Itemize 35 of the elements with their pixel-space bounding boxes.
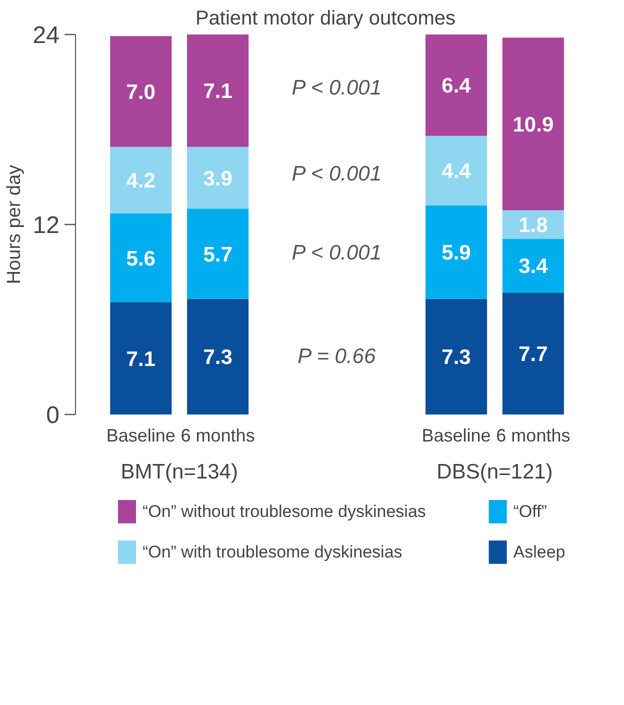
y-tick-label: 24: [32, 22, 60, 49]
legend-label: Asleep: [513, 542, 566, 562]
legend-label: “On” without troublesome dyskinesias: [142, 502, 426, 522]
data-label: 3.4: [518, 255, 548, 278]
annotation: P < 0.001: [292, 242, 382, 264]
text: DBS(n=121): [436, 460, 553, 484]
data-label: 7.3: [442, 346, 471, 370]
data-label: 5.6: [126, 247, 156, 270]
y-tick-label: 12: [32, 212, 60, 239]
data-label: 5.9: [442, 242, 471, 265]
data-label: 4.2: [126, 170, 156, 193]
data-label: 7.1: [203, 80, 233, 104]
x-tick-label: 6 months: [496, 426, 570, 446]
y-tick-label: 0: [46, 402, 60, 429]
data-label: 7.1: [126, 348, 156, 371]
x-tick-label: Baseline: [422, 426, 491, 446]
chart-title: Patient motor diary outcomes: [195, 8, 456, 30]
data-label: 3.9: [203, 167, 232, 190]
x-tick-label: Baseline: [106, 426, 176, 446]
legend-label: “On” with troublesome dyskinesias: [142, 542, 402, 562]
annotation: P < 0.001: [292, 76, 382, 100]
data-label: 4.4: [442, 160, 472, 184]
x-tick-label: 6 months: [180, 426, 255, 446]
data-label: 1.8: [518, 214, 548, 237]
annotation: P < 0.001: [292, 162, 382, 186]
data-label: 5.7: [203, 243, 232, 266]
data-label: 7.0: [126, 81, 156, 104]
legend-label: “Off”: [513, 502, 548, 522]
annotation: P = 0.66: [298, 345, 376, 368]
data-label: 7.3: [203, 346, 232, 370]
text: BMT(n=134): [120, 460, 238, 484]
data-label: 10.9: [512, 113, 554, 136]
data-label: 7.7: [518, 343, 548, 366]
y-axis-title: Hours per day: [4, 164, 25, 284]
data-label: 6.4: [442, 74, 472, 98]
